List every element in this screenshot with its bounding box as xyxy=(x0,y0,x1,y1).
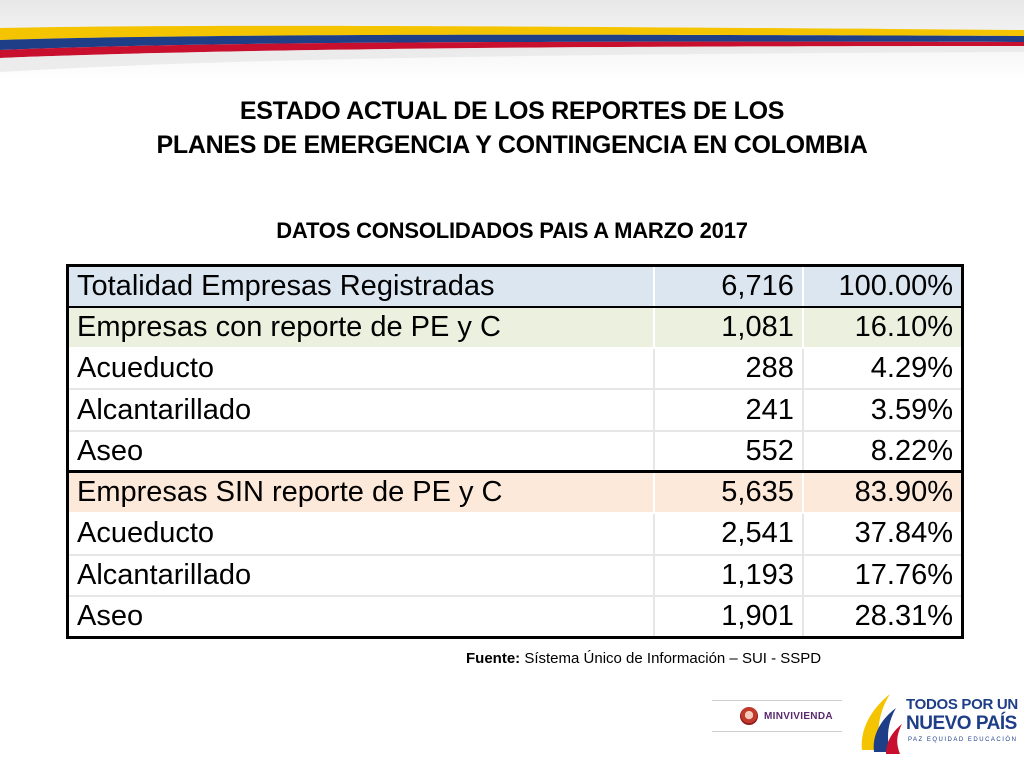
table-row: Aseo 1,901 28.31% xyxy=(67,595,963,639)
slogan-line-2: NUEVO PAÍS xyxy=(906,713,1017,734)
page-title: ESTADO ACTUAL DE LOS REPORTES DE LOS PLA… xyxy=(0,94,1024,162)
title-line-1: ESTADO ACTUAL DE LOS REPORTES DE LOS xyxy=(239,97,785,125)
row-label: Empresas con reporte de PE y C xyxy=(67,306,654,350)
slogan-line-3: PAZ EQUIDAD EDUCACIÓN xyxy=(908,737,1018,743)
row-percent: 28.31% xyxy=(801,595,963,639)
row-count: 1,901 xyxy=(652,595,803,639)
row-percent: 100.00% xyxy=(801,265,963,308)
table-row-total: Totalidad Empresas Registradas 6,716 100… xyxy=(67,265,963,308)
row-label: Acueducto xyxy=(67,348,654,391)
government-logo: TODOS POR UN NUEVO PAÍS PAZ EQUIDAD EDUC… xyxy=(856,680,1018,760)
row-label: Alcantarillado xyxy=(67,554,654,597)
table-row: Alcantarillado 1,193 17.76% xyxy=(67,554,963,597)
ministry-name: MINVIVIENDA xyxy=(764,710,833,722)
table-row: Acueducto 2,541 37.84% xyxy=(67,513,963,556)
slogan-line-1: TODOS POR UN xyxy=(906,696,1018,713)
row-count: 1,193 xyxy=(652,554,803,597)
row-percent: 3.59% xyxy=(801,389,963,432)
table-row: Acueducto 288 4.29% xyxy=(67,348,963,391)
table-row-with-report: Empresas con reporte de PE y C 1,081 16.… xyxy=(67,306,963,350)
report-table: Totalidad Empresas Registradas 6,716 100… xyxy=(66,264,964,639)
row-percent: 8.22% xyxy=(801,430,963,474)
flag-banner xyxy=(0,0,1024,80)
row-label: Alcantarillado xyxy=(67,389,654,432)
title-line-2: PLANES DE EMERGENCIA Y CONTINGENCIA EN C… xyxy=(156,131,868,159)
row-label: Aseo xyxy=(67,430,654,474)
source-text: Sístema Único de Información – SUI - SSP… xyxy=(520,650,822,667)
row-label: Aseo xyxy=(67,595,654,639)
row-label: Acueducto xyxy=(67,513,654,556)
source-note: Fuente: Sístema Único de Información – S… xyxy=(466,650,821,667)
row-label: Empresas SIN reporte de PE y C xyxy=(67,471,654,515)
row-count: 6,716 xyxy=(652,265,803,308)
row-percent: 4.29% xyxy=(801,348,963,391)
table-row-without-report: Empresas SIN reporte de PE y C 5,635 83.… xyxy=(67,471,963,515)
row-count: 2,541 xyxy=(652,513,803,556)
row-label: Totalidad Empresas Registradas xyxy=(67,265,654,308)
row-count: 1,081 xyxy=(652,306,803,350)
source-label: Fuente: xyxy=(466,650,521,667)
row-count: 241 xyxy=(652,389,803,432)
row-count: 288 xyxy=(652,348,803,391)
minvivienda-logo: MINVIVIENDA xyxy=(712,700,842,732)
row-percent: 17.76% xyxy=(801,554,963,597)
row-percent: 83.90% xyxy=(801,471,963,515)
page-subtitle: DATOS CONSOLIDADOS PAIS A MARZO 2017 xyxy=(276,218,748,243)
table-row: Aseo 552 8.22% xyxy=(67,430,963,474)
row-percent: 37.84% xyxy=(801,513,963,556)
flag-swoosh-icon xyxy=(861,694,902,754)
row-count: 5,635 xyxy=(652,471,803,515)
row-percent: 16.10% xyxy=(801,306,963,350)
table-row: Alcantarillado 241 3.59% xyxy=(67,389,963,432)
row-count: 552 xyxy=(652,430,803,474)
coat-of-arms-icon xyxy=(740,707,758,725)
